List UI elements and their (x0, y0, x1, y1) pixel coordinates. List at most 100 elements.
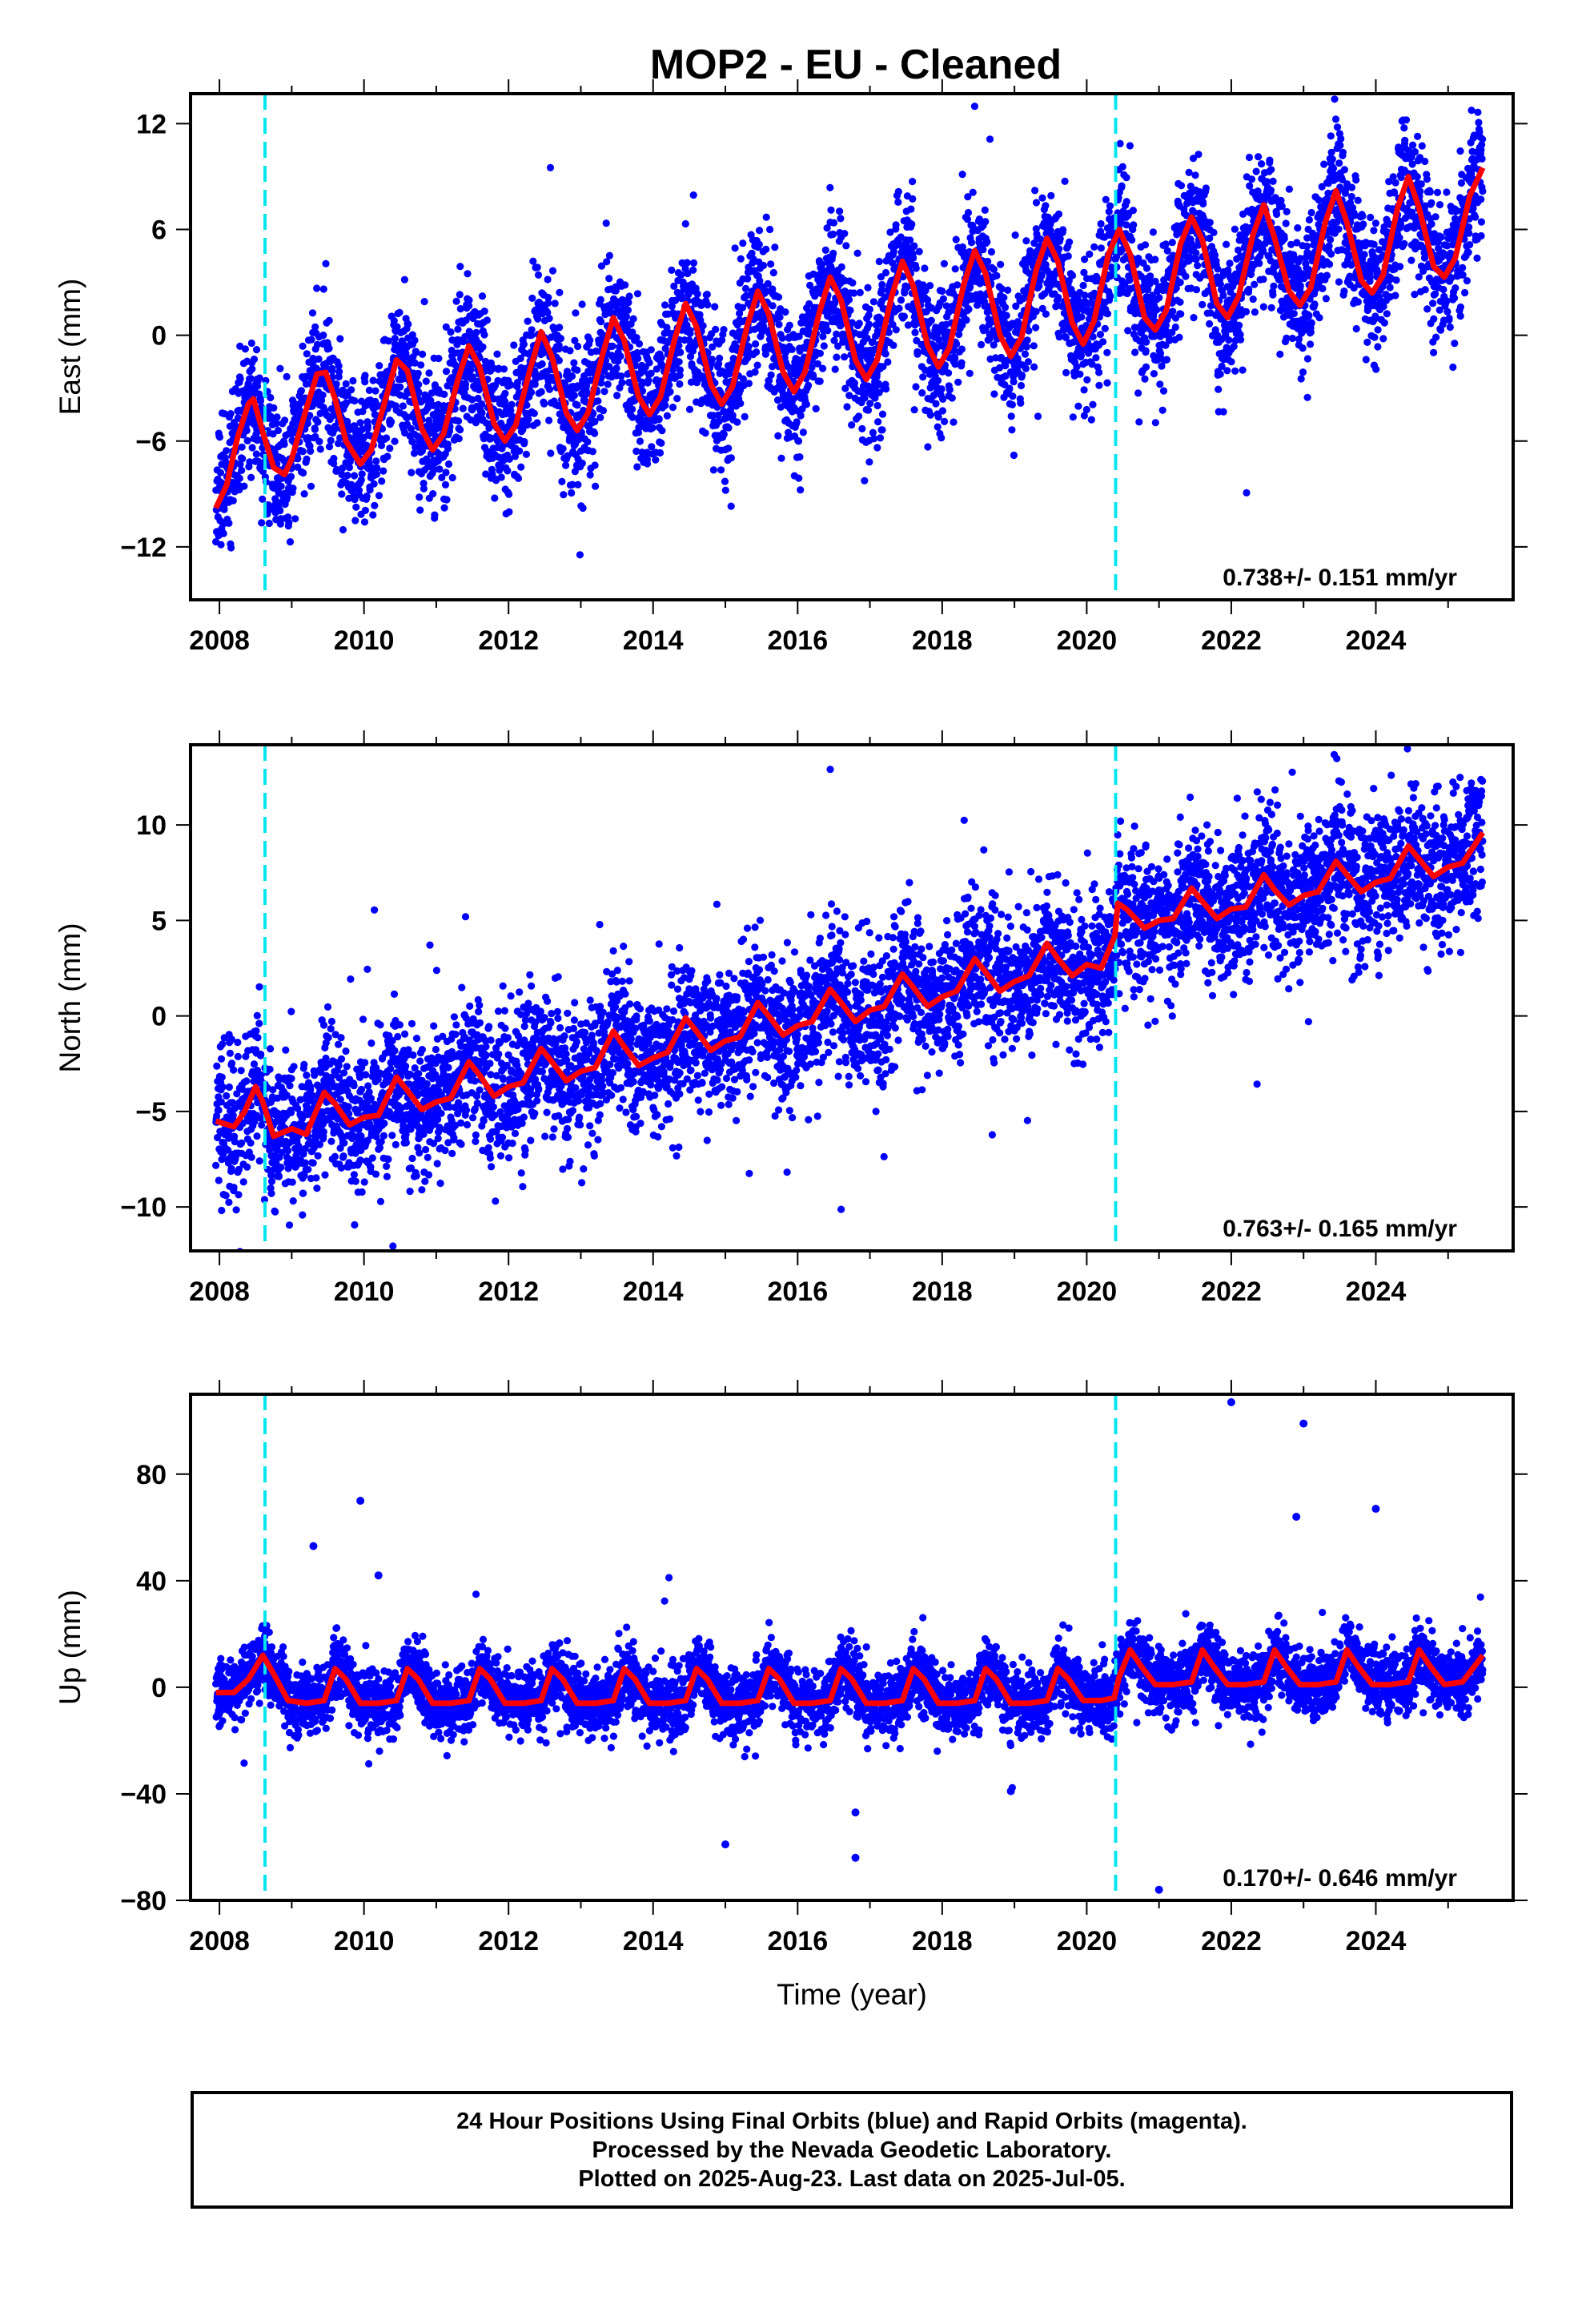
data-point (1247, 175, 1256, 183)
data-point (618, 379, 626, 387)
data-point (1103, 310, 1112, 318)
data-point (1288, 334, 1296, 343)
data-point (720, 326, 728, 334)
data-point (1235, 321, 1243, 329)
data-point (811, 292, 819, 300)
data-point (762, 213, 770, 221)
data-point (628, 413, 636, 421)
data-point (343, 391, 351, 399)
data-point (752, 340, 760, 348)
data-point (1206, 219, 1214, 227)
data-point (1151, 419, 1159, 427)
data-point (1130, 324, 1138, 332)
data-point (909, 254, 917, 262)
data-point (1084, 349, 1093, 357)
data-point (1295, 335, 1303, 344)
data-point (477, 400, 486, 408)
data-point (442, 368, 451, 376)
data-point (958, 321, 966, 329)
data-point (621, 281, 629, 289)
data-point (507, 381, 515, 389)
data-point (833, 330, 841, 338)
data-point (307, 447, 315, 456)
data-point (419, 350, 427, 358)
data-point (717, 466, 725, 474)
data-point (236, 460, 244, 468)
data-point (873, 401, 881, 410)
data-point (1046, 227, 1054, 235)
data-point (751, 368, 759, 376)
data-point (878, 410, 887, 418)
data-point (796, 453, 804, 461)
data-point (681, 219, 689, 228)
data-point (452, 297, 460, 305)
data-point (691, 342, 699, 350)
data-point (906, 236, 914, 244)
data-point (524, 416, 532, 424)
data-point (953, 340, 961, 348)
data-point (657, 354, 665, 362)
data-point (913, 336, 921, 344)
data-point (701, 429, 709, 437)
data-point (759, 261, 768, 270)
data-point (1073, 307, 1081, 315)
data-point (530, 409, 538, 417)
data-point (375, 362, 383, 370)
data-point (217, 541, 225, 549)
data-point (393, 323, 401, 331)
data-point (243, 427, 251, 435)
data-point (1227, 358, 1235, 366)
data-point (982, 218, 990, 226)
data-point (1089, 333, 1097, 341)
data-point (997, 260, 1005, 268)
data-point (597, 379, 605, 387)
data-point (519, 425, 527, 434)
data-point (311, 425, 319, 433)
data-point (892, 326, 900, 334)
data-point (1002, 372, 1010, 380)
data-point (551, 300, 559, 308)
data-point (1296, 289, 1305, 297)
data-point (592, 482, 600, 490)
data-point (1303, 355, 1311, 363)
data-point (299, 468, 307, 477)
data-point (496, 466, 504, 474)
data-point (247, 473, 255, 481)
data-point (628, 405, 636, 413)
data-point (886, 228, 894, 236)
data-point (1134, 389, 1142, 397)
data-point (505, 490, 513, 498)
data-point (252, 450, 260, 458)
data-point (622, 312, 631, 320)
data-point (940, 259, 948, 267)
data-point (1278, 202, 1286, 211)
data-point (1259, 247, 1267, 255)
data-point (1009, 392, 1017, 400)
data-point (629, 315, 637, 323)
data-point (1065, 276, 1073, 285)
data-point (1259, 303, 1267, 311)
data-point (794, 437, 803, 445)
data-point (764, 279, 772, 287)
data-point (1078, 313, 1086, 321)
data-point (591, 461, 599, 469)
data-point (1168, 328, 1176, 336)
data-point (1226, 259, 1234, 267)
data-point (842, 242, 850, 250)
data-point (355, 486, 363, 494)
data-point (753, 348, 761, 356)
data-point (1054, 210, 1063, 218)
data-point (1320, 160, 1328, 168)
data-point (1122, 174, 1130, 182)
data-point (1267, 166, 1275, 174)
data-point (455, 435, 463, 443)
data-point (1214, 265, 1222, 273)
data-point (864, 406, 873, 414)
data-point (1105, 207, 1113, 215)
data-point (516, 354, 524, 363)
data-point (855, 320, 863, 328)
data-point (793, 418, 801, 426)
data-point (785, 321, 793, 329)
data-point (375, 492, 383, 500)
data-point (537, 388, 545, 396)
